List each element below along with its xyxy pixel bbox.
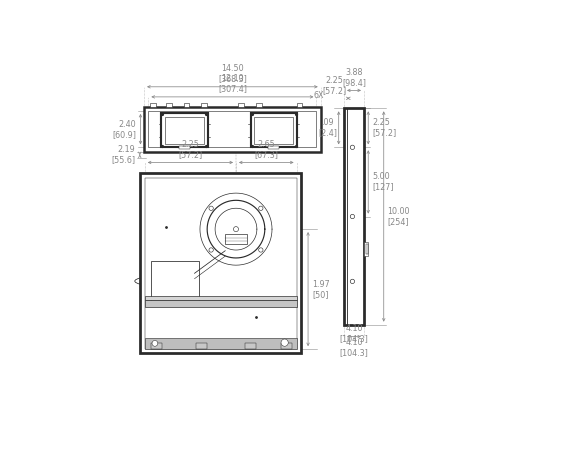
Circle shape [281,339,288,346]
Text: 2.40
[60.9]: 2.40 [60.9] [112,120,136,139]
Bar [245,343,256,349]
Text: 2.25
[57.2]: 2.25 [57.2] [178,140,202,159]
Bar [269,146,279,149]
Bar [166,103,172,107]
Bar [145,177,296,349]
Bar [151,261,199,301]
Bar [251,113,297,147]
Circle shape [350,145,354,149]
Bar [145,296,296,300]
Bar [144,107,321,152]
Text: 10.00
[254]: 10.00 [254] [387,207,410,226]
Text: 3.88
[98.4]: 3.88 [98.4] [342,68,366,87]
Bar [256,103,262,107]
Circle shape [234,227,238,232]
Bar [184,103,189,107]
Bar [364,242,368,256]
Bar [197,343,207,349]
Text: 2.19
[55.6]: 2.19 [55.6] [111,146,136,164]
Text: 4.10
[104.3]: 4.10 [104.3] [339,324,368,343]
Text: 1.97
[50]: 1.97 [50] [313,279,330,299]
Text: 2.65
[67.3]: 2.65 [67.3] [254,140,278,159]
Bar [366,244,368,255]
Bar [145,338,296,349]
Bar [201,103,207,107]
Bar [165,117,204,144]
Bar [179,146,190,149]
Circle shape [259,248,263,252]
Text: 2.25
[57.2]: 2.25 [57.2] [322,76,346,95]
Bar [296,103,302,107]
Bar [238,103,244,107]
Text: 12.10
[307.4]: 12.10 [307.4] [218,74,247,93]
Bar [281,343,292,349]
Bar [151,343,162,349]
Circle shape [209,206,213,211]
Circle shape [259,206,263,211]
Bar [255,117,293,144]
Bar [150,103,156,107]
Bar [225,234,247,244]
Bar [145,300,296,307]
Circle shape [350,279,354,284]
Bar [148,111,316,147]
Bar [140,173,301,353]
Text: 4.10
[104.3]: 4.10 [104.3] [339,338,368,358]
Circle shape [209,248,213,252]
Text: 6X: 6X [313,91,324,100]
Bar [344,109,364,325]
Text: 5.00
[127]: 5.00 [127] [372,172,394,191]
Bar [161,113,208,147]
Text: .09
[2.4]: .09 [2.4] [318,118,338,138]
Circle shape [152,341,158,346]
Circle shape [350,214,354,219]
Text: 2.25
[57.2]: 2.25 [57.2] [372,118,397,138]
Text: 14.50
[368.3]: 14.50 [368.3] [218,64,247,83]
